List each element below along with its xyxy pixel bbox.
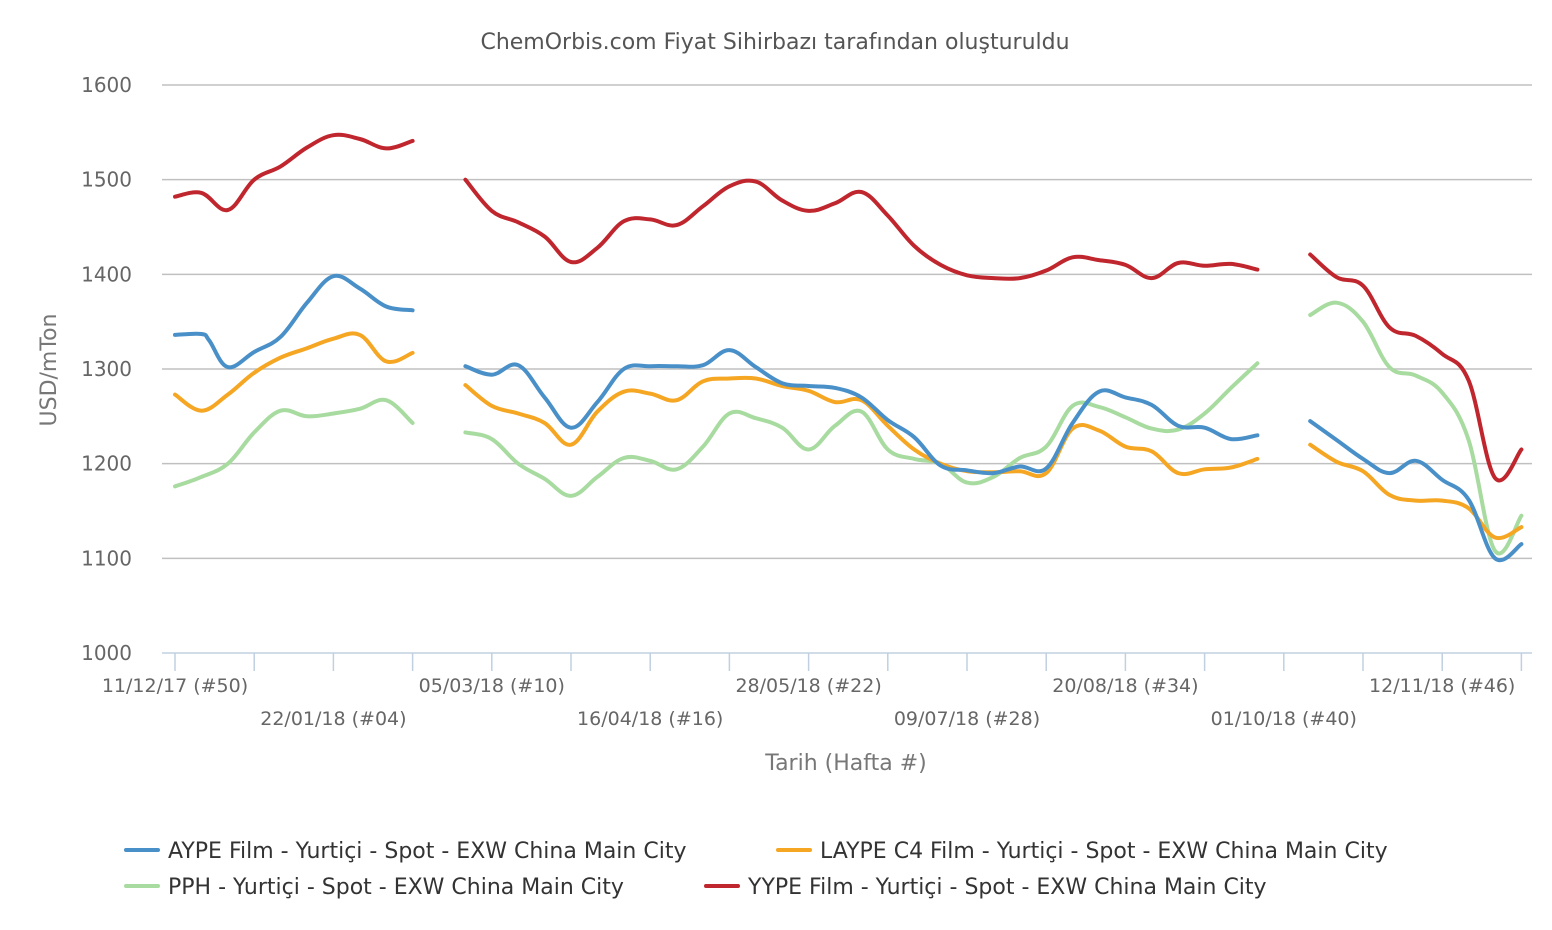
legend-label: LAYPE C4 Film - Yurtiçi - Spot - EXW Chi…	[820, 839, 1388, 864]
legend-label: AYPE Film - Yurtiçi - Spot - EXW China M…	[168, 839, 686, 864]
series-line-segment	[463, 177, 1260, 281]
y-tick-label: 1400	[81, 262, 132, 286]
series-line-segment	[1308, 252, 1524, 483]
y-axis-title: USD/mTon	[37, 314, 62, 427]
series-line-segment	[173, 273, 415, 370]
series-line-segment	[1308, 442, 1524, 541]
y-tick-label: 1000	[81, 641, 132, 665]
x-tick-label: 16/04/18 (#16)	[577, 708, 723, 730]
y-tick-label: 1500	[81, 168, 132, 192]
series-line-segment	[173, 331, 415, 413]
x-tick-label: 28/05/18 (#22)	[735, 675, 881, 697]
legend-item: PPH - Yurtiçi - Spot - EXW China Main Ci…	[124, 875, 624, 900]
legend-item: YYPE Film - Yurtiçi - Spot - EXW China M…	[704, 875, 1267, 900]
chart-title: ChemOrbis.com Fiyat Sihirbazı tarafından…	[480, 30, 1069, 55]
y-tick-label: 1600	[81, 73, 132, 97]
series-line-segment	[173, 132, 415, 213]
x-tick-label: 12/11/18 (#46)	[1369, 675, 1515, 697]
x-axis-ticks: 11/12/17 (#50) 22/01/18 (#04) 05/03/18 (#1…	[102, 653, 1523, 730]
y-tick-label: 1300	[81, 357, 132, 381]
x-tick-label: 20/08/18 (#34)	[1052, 675, 1198, 697]
legend-item: LAYPE C4 Film - Yurtiçi - Spot - EXW Chi…	[776, 839, 1388, 864]
x-tick-label: 22/01/18 (#04)	[260, 708, 406, 730]
series-line-segment	[463, 348, 1260, 476]
legend: AYPE Film - Yurtiçi - Spot - EXW China M…	[124, 839, 1388, 900]
x-tick-label: 01/10/18 (#40)	[1211, 708, 1357, 730]
series-line-segment	[173, 397, 415, 489]
legend-label: PPH - Yurtiçi - Spot - EXW China Main Ci…	[168, 875, 624, 900]
series-4	[173, 132, 1524, 483]
y-axis-ticks: 1000 1100 1200 1300 1400 1500 1600	[81, 73, 132, 665]
series-3	[173, 300, 1524, 556]
series-line-segment	[463, 375, 1260, 479]
series-1	[173, 273, 1524, 563]
series-lines	[173, 132, 1524, 563]
x-tick-label: 11/12/17 (#50)	[102, 675, 248, 697]
legend-item: AYPE Film - Yurtiçi - Spot - EXW China M…	[124, 839, 686, 864]
y-tick-label: 1200	[81, 452, 132, 476]
series-line-segment	[463, 361, 1260, 498]
series-line-segment	[1308, 419, 1524, 563]
series-line-segment	[1308, 300, 1524, 556]
grid-lines	[162, 84, 1532, 560]
y-tick-label: 1100	[81, 546, 132, 570]
x-axis-title: Tarih (Hafta #)	[764, 751, 926, 776]
series-2	[173, 331, 1524, 541]
legend-label: YYPE Film - Yurtiçi - Spot - EXW China M…	[747, 875, 1267, 900]
x-tick-label: 09/07/18 (#28)	[894, 708, 1040, 730]
x-tick-label: 05/03/18 (#10)	[419, 675, 565, 697]
